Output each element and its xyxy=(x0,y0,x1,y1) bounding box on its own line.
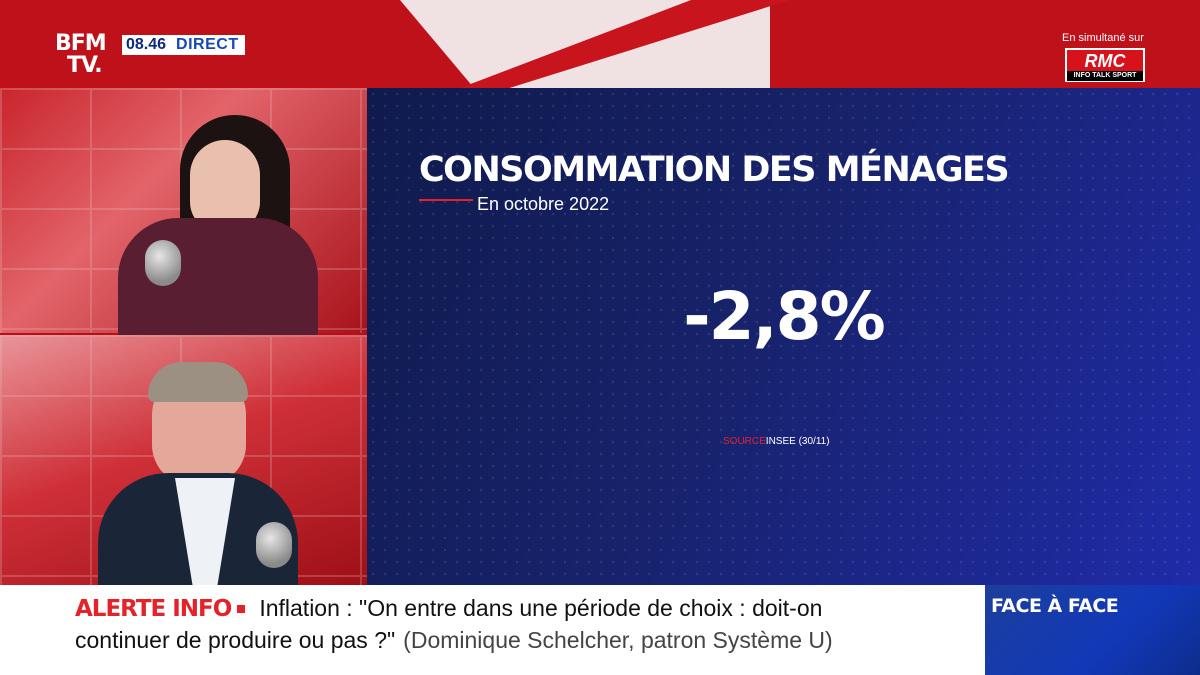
ticker-line-1: ALERTE INFO Inflation : "On entre dans u… xyxy=(75,595,822,622)
program-name: FACE À FACE xyxy=(991,595,1119,617)
rmc-name: RMC xyxy=(1084,51,1126,71)
live-label: DIRECT xyxy=(176,36,239,53)
source-note: SOURCEINSEE (30/11) xyxy=(723,436,830,447)
guest-hair xyxy=(148,362,248,402)
ticker-line-2: continuer de produire ou pas ?" (Dominiqu… xyxy=(75,627,833,654)
source-text: INSEE (30/11) xyxy=(765,436,830,447)
alert-square-icon xyxy=(237,604,246,613)
rmc-logo: RMC INFO TALK SPORT xyxy=(1065,48,1145,82)
graphic-subtitle: En octobre 2022 xyxy=(477,194,610,214)
rmc-tagline: INFO TALK SPORT xyxy=(1067,71,1143,81)
news-ticker-banner: ALERTE INFO Inflation : "On entre dans u… xyxy=(0,585,985,675)
info-graphic-panel: CONSOMMATION DES MÉNAGES En octobre 2022… xyxy=(367,88,1200,585)
headline-line-2: continuer de produire ou pas ?" xyxy=(75,627,396,653)
logo-line-2: TV. xyxy=(67,53,103,78)
time-live-badge: 08.46 DIRECT xyxy=(122,35,245,55)
headline-line-1: Inflation : "On entre dans une période d… xyxy=(259,595,823,621)
channel-logo: BFM TV. xyxy=(55,33,117,85)
alert-label: ALERTE INFO xyxy=(75,595,232,622)
clock-time: 08.46 xyxy=(126,36,167,53)
simulcast-label: En simultané sur xyxy=(1062,32,1144,44)
title-accent-line xyxy=(419,199,473,201)
quote-credit: (Dominique Schelcher, patron Système U) xyxy=(403,627,833,653)
presenter-body xyxy=(118,218,318,358)
logo-line-1: BFM xyxy=(55,31,107,56)
microphone-icon xyxy=(256,522,292,568)
graphic-title: CONSOMMATION DES MÉNAGES xyxy=(419,150,1010,190)
source-label: SOURCE xyxy=(723,436,766,447)
presenter-face xyxy=(190,140,260,232)
program-badge: FACE À FACE xyxy=(985,585,1200,675)
key-figure: -2,8% xyxy=(683,278,885,355)
microphone-icon xyxy=(145,240,181,286)
